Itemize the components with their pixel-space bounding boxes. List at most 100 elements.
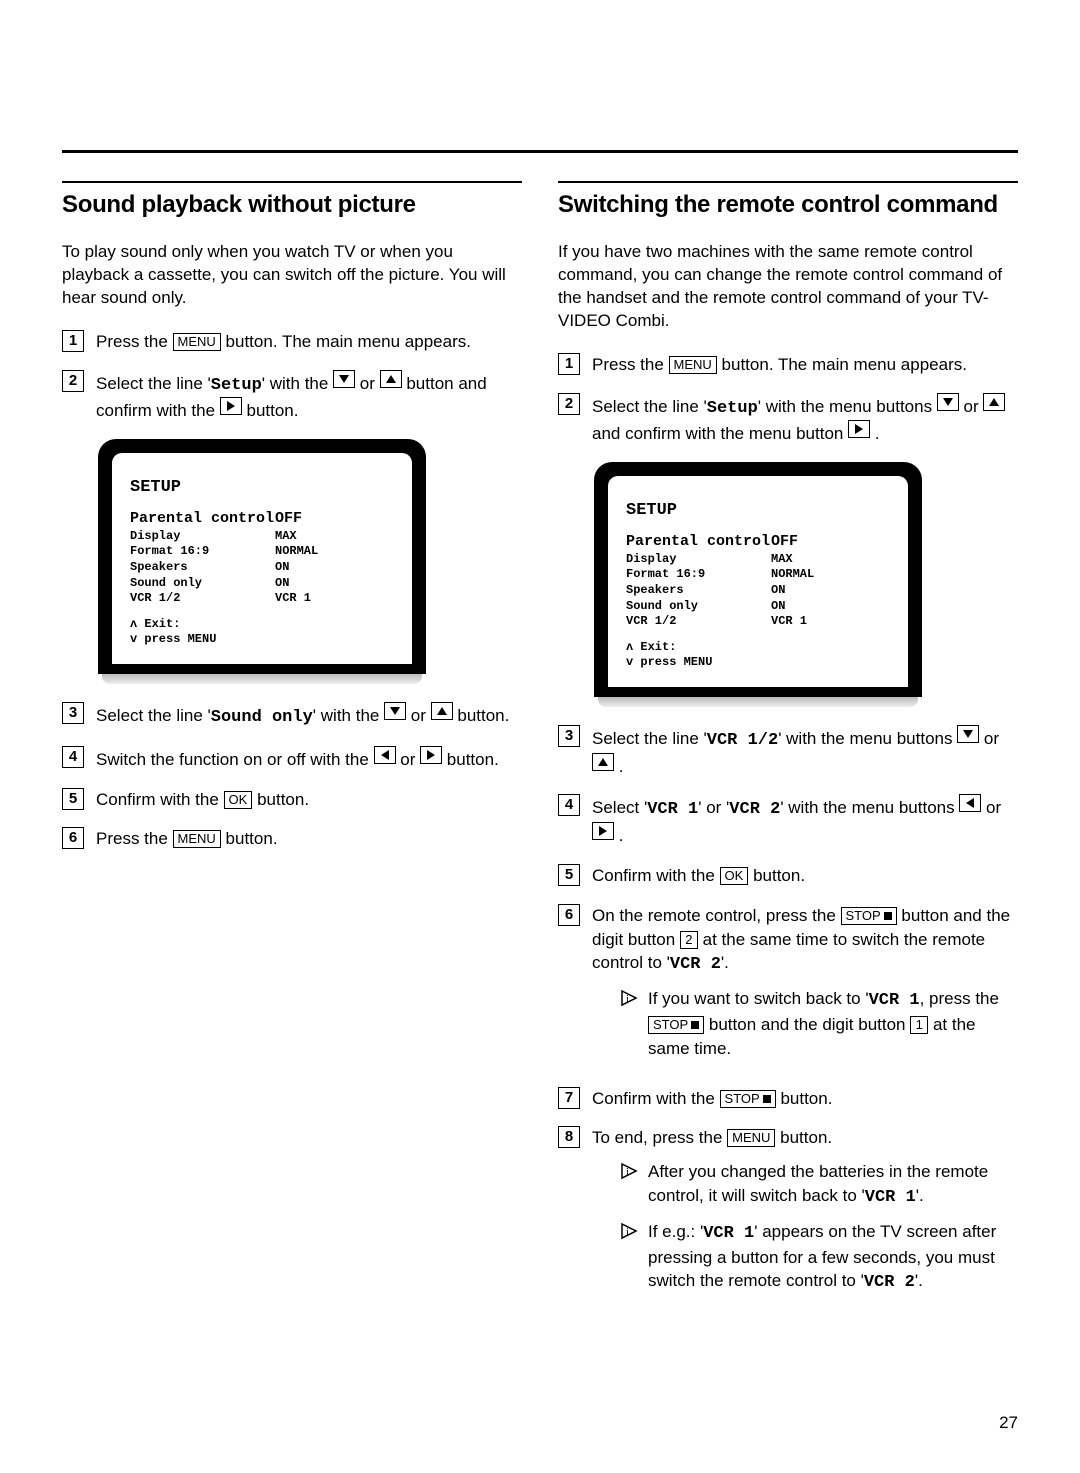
left-step-3: 3 Select the line 'Sound only' with the … [62,702,522,730]
text: Confirm with the [592,1089,720,1108]
tv-exit-line: ʌ Exit: [130,617,394,633]
tv-row-label: Parental control [130,509,275,529]
mono-vcr2: VCR 2 [864,1273,915,1292]
left-step-4: 4 Switch the function on or off with the… [62,746,522,772]
down-arrow-icon [333,370,355,388]
text: button. The main menu appears. [221,332,471,351]
mono-vcr1: VCR 1 [703,1224,754,1243]
text: ' or ' [698,798,729,817]
left-heading: Sound playback without picture [62,181,522,219]
left-intro: To play sound only when you watch TV or … [62,241,522,310]
top-rule [62,150,1018,153]
page-number: 27 [999,1413,1018,1433]
step-number: 5 [558,864,580,886]
text: or [406,706,431,725]
down-arrow-icon [957,725,979,743]
menu-button-label: MENU [669,356,717,374]
left-step-5: 5 Confirm with the OK button. [62,788,522,812]
down-arrow-icon [937,393,959,411]
text: Confirm with the [592,866,720,885]
tv-row-label: VCR 1/2 [130,591,275,607]
digit-2-button: 2 [680,931,698,949]
stop-button-label: STOP [648,1016,704,1034]
tv-row-value: ON [275,560,289,576]
left-step-6: 6 Press the MENU button. [62,827,522,851]
tv-exit-line: v press MENU [130,632,394,648]
right-step-6: 6 On the remote control, press the STOP … [558,904,1018,1071]
step-number: 4 [558,794,580,816]
tv-row-label: Speakers [130,560,275,576]
tv-row-label: Format 16:9 [626,567,771,583]
tv-exit-line: ʌ Exit: [626,640,890,656]
text: ' with the [262,374,333,393]
step-number: 6 [558,904,580,926]
tv-row-value: MAX [275,529,297,545]
tv-exit-line: v press MENU [626,655,890,671]
text: Select the line ' [96,706,211,725]
up-arrow-icon [592,753,614,771]
left-arrow-icon [374,746,396,764]
tv-row-label: Display [130,529,275,545]
right-step-2: 2 Select the line 'Setup' with the menu … [558,393,1018,447]
note: i After you changed the batteries in the… [620,1160,1018,1210]
text: button. [775,1128,832,1147]
two-column-layout: Sound playback without picture To play s… [62,181,1018,1321]
text: button. [776,1089,833,1108]
step-number: 1 [62,330,84,352]
stop-button-label: STOP [841,907,897,925]
tv-row-value: NORMAL [771,567,814,583]
right-arrow-icon [420,746,442,764]
right-arrow-icon [592,822,614,840]
tv-title: SETUP [626,500,890,522]
text: button. [242,401,299,420]
svg-text:i: i [626,1166,629,1178]
tv-row-value: VCR 1 [771,614,807,630]
tv-title: SETUP [130,477,394,499]
right-intro: If you have two machines with the same r… [558,241,1018,333]
text: button. [252,790,309,809]
text: '. [721,953,729,972]
tv-exit: ʌ Exit: v press MENU [130,617,394,648]
menu-button-label: MENU [727,1129,775,1147]
text: button. [453,706,510,725]
right-column: Switching the remote control command If … [558,181,1018,1321]
left-step-2: 2 Select the line 'Setup' with the or bu… [62,370,522,424]
right-arrow-icon [220,397,242,415]
text: On the remote control, press the [592,906,841,925]
svg-text:i: i [626,993,629,1005]
text: Confirm with the [96,790,224,809]
text: or [396,750,421,769]
text: . [614,826,623,845]
step-number: 8 [558,1126,580,1148]
text: ' with the menu buttons [758,397,937,416]
right-step-4: 4 Select 'VCR 1' or 'VCR 2' with the men… [558,794,1018,848]
text: ' with the menu buttons [780,798,959,817]
right-step-1: 1 Press the MENU button. The main menu a… [558,353,1018,377]
text: . [870,424,879,443]
tv-illustration-right: SETUP Parental controlOFF DisplayMAX For… [594,462,922,707]
text: '. [915,1271,923,1290]
right-step-7: 7 Confirm with the STOP button. [558,1087,1018,1111]
text: and confirm with the menu button [592,424,848,443]
tv-row-value: OFF [771,532,798,552]
digit-1-button: 1 [910,1016,928,1034]
mono-vcr1: VCR 1 [869,991,920,1010]
mono-vcr1: VCR 1 [865,1188,916,1207]
info-icon: i [620,989,638,1014]
step-number: 4 [62,746,84,768]
text: button. [221,829,278,848]
text: If you want to switch back to ' [648,989,869,1008]
left-column: Sound playback without picture To play s… [62,181,522,1321]
manual-page: Sound playback without picture To play s… [0,0,1080,1473]
text: Select ' [592,798,647,817]
text: button. [442,750,499,769]
ok-button-label: OK [224,791,253,809]
mono-setup: Setup [211,376,262,395]
tv-illustration-left: SETUP Parental controlOFF DisplayMAX For… [98,439,426,684]
text: Press the [592,355,669,374]
mono-vcr1: VCR 1 [647,800,698,819]
text: button. The main menu appears. [717,355,967,374]
step-number: 3 [62,702,84,724]
step-number: 7 [558,1087,580,1109]
right-step-3: 3 Select the line 'VCR 1/2' with the men… [558,725,1018,779]
